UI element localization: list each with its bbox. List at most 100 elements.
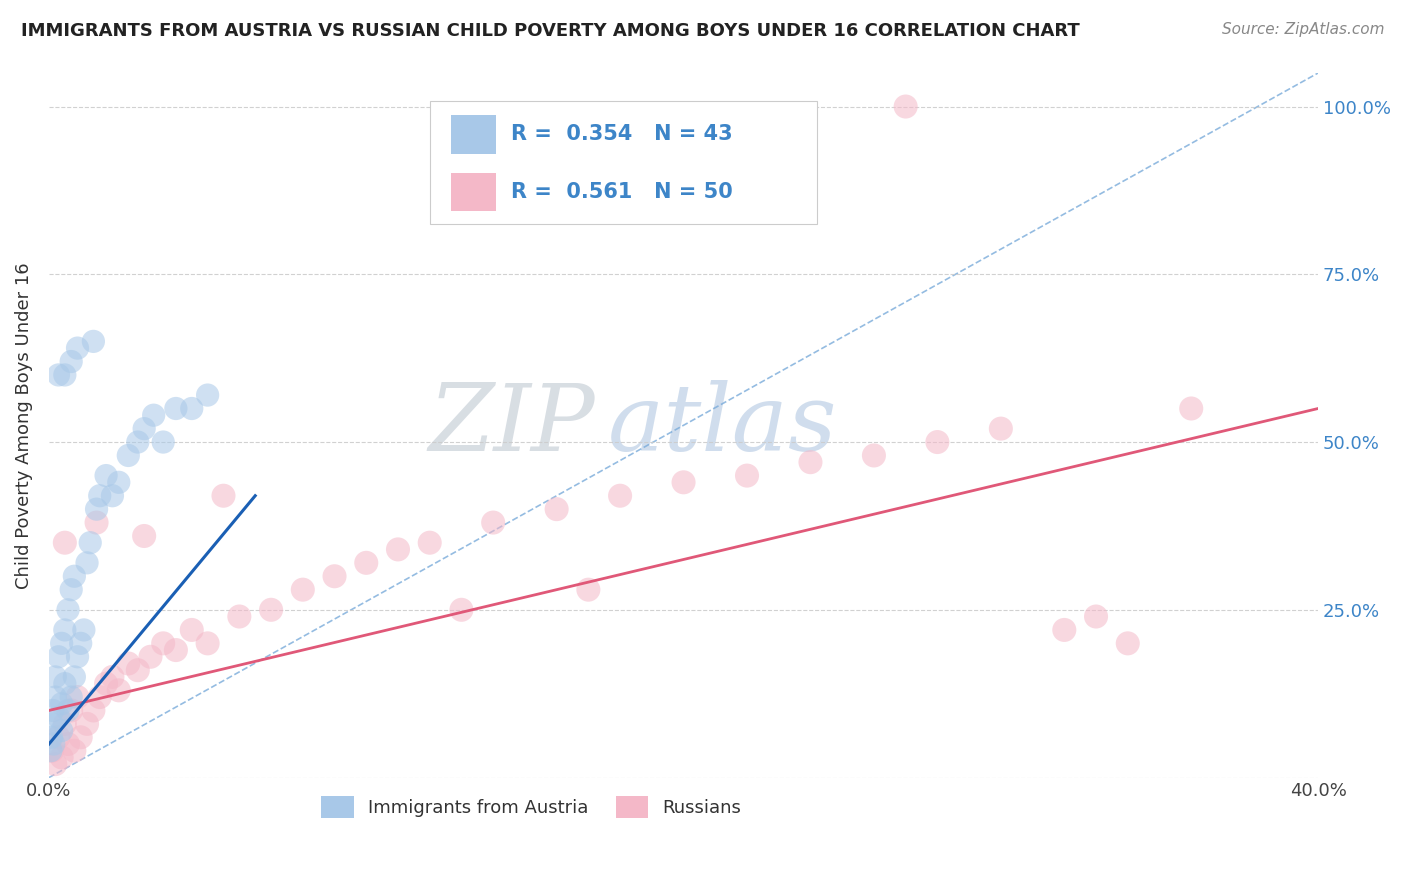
Point (260, 603, 283, 617)
FancyBboxPatch shape (430, 101, 817, 225)
Point (53, 535, 76, 549)
Point (863, 449, 886, 463)
Point (127, 435, 149, 450)
Point (48, 731, 70, 745)
Point (86, 516, 108, 530)
Point (41, 717, 63, 731)
Point (60, 690, 83, 704)
Point (894, 99, 917, 113)
Point (735, 468, 758, 483)
Point (73, 623, 96, 637)
Point (82, 334, 104, 349)
Point (66, 341, 89, 355)
Point (117, 449, 139, 463)
Point (165, 643, 187, 657)
Point (212, 489, 235, 503)
Text: R =  0.561   N = 50: R = 0.561 N = 50 (510, 182, 733, 202)
Point (79, 535, 101, 549)
Point (53, 368, 76, 382)
Point (94, 676, 117, 690)
Point (152, 636, 174, 650)
Point (56, 703, 79, 717)
Text: IMMIGRANTS FROM AUSTRIA VS RUSSIAN CHILD POVERTY AMONG BOYS UNDER 16 CORRELATION: IMMIGRANTS FROM AUSTRIA VS RUSSIAN CHILD… (21, 22, 1080, 40)
Point (53, 623, 76, 637)
Point (117, 657, 139, 671)
Point (197, 636, 219, 650)
Point (76, 556, 98, 570)
Y-axis label: Child Poverty Among Boys Under 16: Child Poverty Among Boys Under 16 (15, 262, 32, 589)
Point (1180, 401, 1202, 416)
Point (48, 368, 70, 382)
Point (60, 582, 83, 597)
Point (387, 542, 409, 557)
Point (101, 670, 124, 684)
Point (44, 757, 66, 772)
Point (42, 737, 65, 751)
Point (41, 731, 63, 745)
Point (56, 737, 79, 751)
Point (41, 744, 63, 758)
Point (180, 623, 202, 637)
Point (94, 468, 117, 483)
Point (51, 723, 73, 738)
Legend: Immigrants from Austria, Russians: Immigrants from Austria, Russians (314, 789, 748, 825)
Point (482, 516, 505, 530)
Point (1053, 623, 1076, 637)
Point (63, 569, 86, 583)
Point (609, 489, 631, 503)
Point (56, 603, 79, 617)
Point (86, 502, 108, 516)
Point (69, 636, 91, 650)
Point (927, 435, 949, 450)
Point (990, 422, 1012, 436)
Point (60, 703, 83, 717)
Point (53, 717, 76, 731)
Point (101, 489, 124, 503)
Point (546, 502, 568, 516)
Point (450, 603, 472, 617)
Bar (451, 173, 496, 211)
Point (672, 475, 695, 490)
Point (89, 690, 111, 704)
Point (44, 670, 66, 684)
Text: R =  0.354   N = 43: R = 0.354 N = 43 (510, 124, 733, 145)
Point (51, 750, 73, 764)
Point (107, 683, 129, 698)
Point (139, 649, 162, 664)
Point (82, 703, 104, 717)
Point (89, 489, 111, 503)
Point (63, 670, 86, 684)
Point (42, 703, 65, 717)
Point (66, 690, 89, 704)
Point (165, 401, 187, 416)
Point (53, 676, 76, 690)
Point (60, 354, 83, 368)
Point (152, 435, 174, 450)
Point (142, 408, 165, 422)
Bar (451, 115, 496, 153)
Point (63, 744, 86, 758)
Point (48, 649, 70, 664)
Point (291, 582, 314, 597)
Point (1085, 609, 1108, 624)
Text: atlas: atlas (607, 380, 837, 470)
Point (66, 649, 89, 664)
Point (48, 710, 70, 724)
Text: ZIP: ZIP (427, 380, 595, 470)
Point (197, 388, 219, 402)
Point (44, 690, 66, 704)
Point (127, 663, 149, 677)
Point (69, 731, 91, 745)
Point (799, 455, 821, 469)
Point (134, 422, 156, 436)
Point (419, 535, 441, 549)
Point (228, 609, 250, 624)
Point (323, 569, 346, 583)
Point (76, 717, 98, 731)
Point (39, 744, 62, 758)
Point (356, 556, 378, 570)
Point (1116, 636, 1139, 650)
Point (134, 529, 156, 543)
Point (180, 401, 202, 416)
Point (576, 582, 599, 597)
